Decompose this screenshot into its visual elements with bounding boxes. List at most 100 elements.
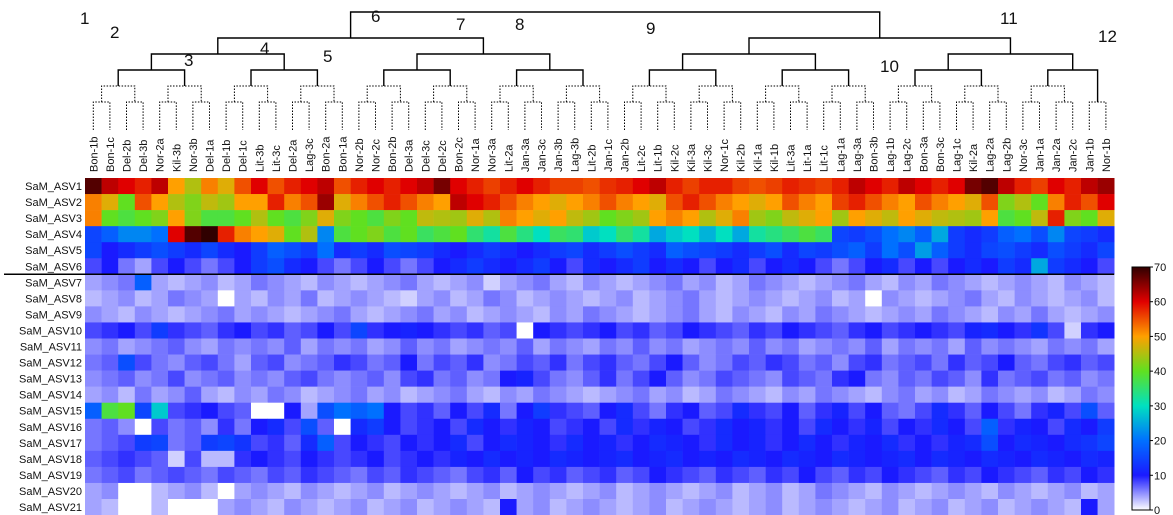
heatmap-cell [1064, 258, 1082, 275]
heatmap-cell [749, 242, 766, 259]
heatmap-cell [367, 194, 385, 211]
heatmap-cell [168, 178, 185, 195]
dendrogram-branch [632, 85, 667, 102]
heatmap-cell [317, 466, 335, 484]
heatmap-cell [815, 338, 833, 355]
heatmap-cell [483, 258, 501, 275]
heatmap-cell [649, 386, 667, 403]
heatmap-cell [566, 178, 584, 195]
heatmap-cell [284, 178, 302, 195]
dendrogram-branch [790, 101, 808, 130]
heatmap-cell [749, 306, 766, 323]
heatmap-cell [599, 402, 617, 420]
heatmap-cell [666, 258, 683, 275]
dendrogram-branch [1088, 101, 1107, 130]
heatmap-cell [1081, 290, 1098, 307]
heatmap-cell [1031, 258, 1049, 275]
heatmap-cell [284, 242, 302, 259]
heatmap-cell [350, 499, 368, 515]
heatmap-cell [682, 482, 700, 500]
heatmap-cell [715, 258, 733, 275]
heatmap-cell [599, 178, 617, 195]
heatmap-cell [1081, 386, 1098, 403]
heatmap-cell [1081, 274, 1098, 291]
heatmap-cell [134, 466, 152, 484]
heatmap-cell [549, 386, 567, 403]
colorbar-tick-label: 30 [1154, 401, 1166, 413]
heatmap-cell [599, 450, 617, 468]
heatmap-cell [400, 338, 418, 355]
heatmap-cell [931, 338, 949, 355]
heatmap-cell [915, 338, 932, 355]
heatmap-cell [367, 226, 385, 243]
heatmap-cell [832, 482, 849, 500]
heatmap-cell [732, 450, 750, 468]
heatmap-cell [616, 258, 634, 275]
heatmap-cell [931, 210, 949, 227]
heatmap-cell [400, 418, 418, 436]
heatmap-cell [898, 499, 916, 515]
heatmap-cell [616, 466, 634, 484]
heatmap-cell [217, 258, 235, 275]
column-label: Kil-1a [752, 143, 764, 172]
heatmap-cell [616, 306, 634, 323]
heatmap-cell [168, 306, 185, 323]
heatmap-cell [964, 434, 982, 452]
heatmap-cell [815, 482, 833, 500]
heatmap-cell [898, 354, 916, 371]
heatmap-cell [367, 450, 385, 468]
heatmap-cell [981, 194, 999, 211]
heatmap-cell [450, 450, 468, 468]
heatmap-cell [1047, 226, 1065, 243]
heatmap-cell [168, 338, 185, 355]
heatmap-cell [101, 418, 119, 436]
heatmap-cell [267, 194, 285, 211]
heatmap-cell [450, 434, 468, 452]
heatmap-cell [865, 290, 883, 307]
column-label: Bon-1a [337, 136, 349, 172]
dendrogram-branch [914, 69, 983, 86]
row-label: SaM_ASV2 [25, 197, 82, 209]
heatmap-cell [749, 482, 766, 500]
heatmap-cell [466, 450, 484, 468]
heatmap-cell [101, 402, 119, 420]
heatmap-cell [417, 370, 434, 387]
column-label: Bon-2a [321, 136, 333, 172]
heatmap-cell [118, 178, 136, 195]
heatmap-cell [1064, 402, 1082, 420]
dendrogram-branch [300, 85, 335, 102]
heatmap-cell [101, 274, 119, 291]
heatmap-cell [284, 386, 302, 403]
heatmap-cell [583, 338, 600, 355]
heatmap-cell [118, 402, 136, 420]
heatmap-cell [566, 290, 584, 307]
heatmap-cell [267, 210, 285, 227]
heatmap-cell [134, 226, 152, 243]
row-label: SaM_ASV10 [19, 325, 82, 337]
heatmap-cell [898, 306, 916, 323]
heatmap-cell [151, 386, 169, 403]
dendrogram-branch [690, 101, 708, 130]
heatmap-cell [217, 354, 235, 371]
heatmap-cell [848, 274, 866, 291]
heatmap-cell [616, 450, 634, 468]
heatmap-cell [782, 482, 800, 500]
heatmap-cell [931, 258, 949, 275]
heatmap-cell [134, 482, 152, 500]
heatmap-cell [898, 194, 916, 211]
heatmap-cell [881, 194, 899, 211]
heatmap-cell [151, 226, 169, 243]
heatmap-cell [300, 418, 318, 436]
heatmap-cell [732, 370, 750, 387]
column-label: Kil-2b [736, 144, 748, 172]
heatmap-cell [85, 482, 102, 500]
heatmap-cell [201, 466, 219, 484]
heatmap-cell [749, 210, 766, 227]
heatmap-cell [881, 338, 899, 355]
heatmap-cell [865, 322, 883, 339]
heatmap-cell [981, 386, 999, 403]
heatmap-cell [533, 402, 551, 420]
heatmap-cell [450, 306, 468, 323]
heatmap-cell [101, 210, 119, 227]
heatmap-cell [533, 386, 551, 403]
